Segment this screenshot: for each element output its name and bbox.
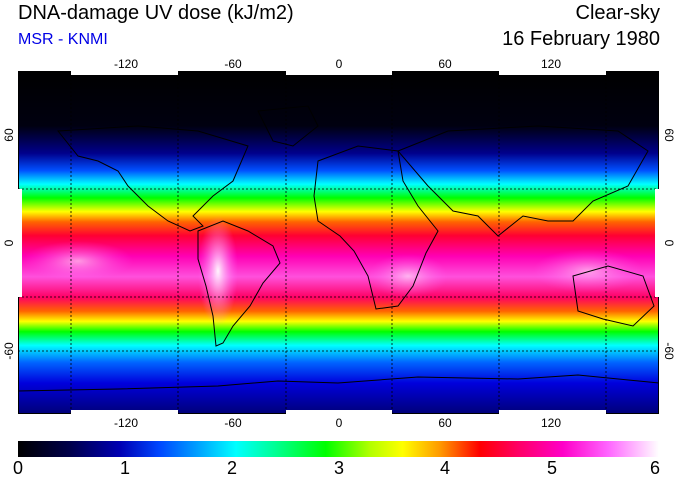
uv-peak-pacific: [23, 241, 133, 281]
uv-peak-andes: [198, 216, 238, 326]
map-date: 16 February 1980: [502, 28, 660, 50]
antarctica-coast: [17, 374, 660, 392]
graticule: [18, 71, 659, 414]
uv-peak-australia: [533, 249, 643, 293]
colorbar-label: 5: [546, 458, 558, 478]
sky-condition: Clear-sky: [575, 2, 660, 24]
lon-label-top: 120: [540, 57, 562, 71]
greenland-coast: [257, 105, 319, 147]
lat-label-right: 0: [662, 239, 676, 247]
side-scale-bar: [18, 189, 659, 297]
north-america-coast: [57, 125, 249, 232]
lat-label-right: -60: [662, 342, 676, 360]
lon-label-bottom: -60: [224, 416, 242, 430]
lon-label-top: -120: [113, 57, 139, 71]
lat-label-left: 0: [2, 239, 16, 247]
lon-label-top: 60: [438, 57, 452, 71]
lon-label-bottom: -120: [113, 416, 139, 430]
lon-label-bottom: 120: [540, 416, 562, 430]
colorbar-label: 1: [119, 458, 131, 478]
uv-field: [18, 71, 659, 414]
lat-label-left: 60: [2, 128, 16, 142]
colorbar-label: 6: [649, 458, 661, 478]
colorbar-label: 3: [333, 458, 345, 478]
lat-label-left: -60: [2, 342, 16, 360]
europe-africa-coast: [313, 145, 439, 310]
colorbar-label: 2: [226, 458, 238, 478]
coastlines: [17, 105, 660, 392]
uv-dose-map: [17, 71, 660, 414]
colorbar-label: 0: [12, 458, 24, 478]
lon-label-bottom: 60: [438, 416, 452, 430]
lon-label-top: 0: [335, 57, 343, 71]
lon-label-bottom: 0: [335, 416, 343, 430]
lon-label-top: -60: [224, 57, 242, 71]
colorbar-label: 4: [439, 458, 451, 478]
asia-coast: [397, 125, 649, 237]
south-america-coast: [197, 220, 281, 347]
source-label: MSR - KNMI: [18, 31, 108, 48]
uv-colorbar: [18, 441, 659, 457]
map-title: DNA-damage UV dose (kJ/m2): [18, 2, 294, 24]
uv-peak-africa: [368, 254, 448, 298]
australia-coast: [572, 265, 655, 327]
lat-label-right: 60: [662, 128, 676, 142]
